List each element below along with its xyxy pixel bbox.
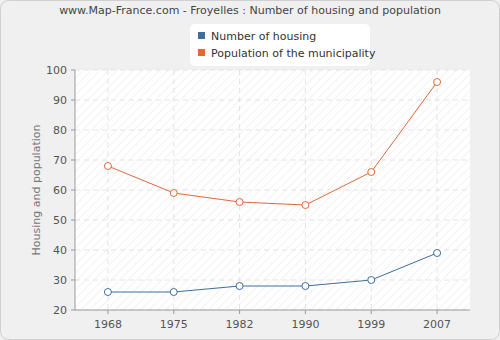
legend-label: Population of the municipality: [211, 47, 376, 60]
tick-mark: [239, 310, 240, 314]
tick-label: 60: [53, 184, 67, 197]
tick-label: 1999: [357, 318, 385, 331]
series-point: [434, 79, 441, 86]
tick-mark: [71, 280, 75, 281]
grid-line: [75, 190, 470, 191]
grid-line: [75, 130, 470, 131]
title: www.Map-France.com - Froyelles : Number …: [59, 4, 441, 17]
series-point: [170, 289, 177, 296]
tick-mark: [71, 160, 75, 161]
series-line: [108, 253, 437, 292]
y-axis: [75, 70, 76, 310]
tick-label: 90: [53, 94, 67, 107]
legend-label: Number of housing: [211, 30, 316, 43]
legend-swatch: [198, 32, 205, 39]
series-point: [170, 190, 177, 197]
tick-label: 70: [53, 154, 67, 167]
plot-area: [75, 70, 470, 310]
tick-mark: [71, 70, 75, 71]
tick-label: 20: [53, 304, 67, 317]
chart: 20 30 40 50 60 70 80 90 100 1968 1975 1982 1990 1999 2…: [0, 0, 500, 340]
tick-label: 1968: [94, 318, 122, 331]
legend-swatch: [198, 49, 205, 56]
grid-line: [75, 100, 470, 101]
tick-label: 50: [53, 214, 67, 227]
series-point: [302, 283, 309, 290]
series-point: [434, 250, 441, 257]
tick-label: 1990: [291, 318, 319, 331]
grid-line: [75, 280, 470, 281]
tick-mark: [107, 310, 108, 314]
tick-mark: [173, 310, 174, 314]
series-point: [236, 199, 243, 206]
tick-mark: [71, 250, 75, 251]
grid-line: [75, 310, 470, 311]
series-point: [104, 163, 111, 170]
tick-label: 2007: [423, 318, 451, 331]
series-point: [368, 169, 375, 176]
background: [1, 1, 500, 340]
series-point: [368, 277, 375, 284]
series-line: [108, 82, 437, 205]
grid-line: [305, 70, 306, 310]
series-group: [104, 79, 440, 296]
series-point: [236, 283, 243, 290]
tick-label: 100: [46, 64, 67, 77]
tick-mark: [71, 220, 75, 221]
chart-container: 20 30 40 50 60 70 80 90 100 1968 1975 1982 1990 1999 2…: [0, 0, 500, 340]
tick-mark: [71, 310, 75, 311]
grid-line: [75, 160, 470, 161]
series-point: [104, 289, 111, 296]
legend: Number of housing Population of the munic…: [190, 24, 376, 66]
tick-label: 40: [53, 244, 67, 257]
grid-line: [371, 70, 372, 310]
legend-box: [190, 24, 370, 66]
grid-line: [75, 250, 470, 251]
plot-hatch: [75, 70, 470, 310]
tick-label: 30: [53, 274, 67, 287]
grid-line: [437, 70, 438, 310]
tick-mark: [71, 190, 75, 191]
grid-line: [239, 70, 240, 310]
grid-line: [107, 70, 108, 310]
tick-label: 1982: [226, 318, 254, 331]
tick-mark: [71, 100, 75, 101]
tick-mark: [371, 310, 372, 314]
grid-line: [75, 220, 470, 221]
grid-line: [75, 70, 470, 71]
tick-label: 80: [53, 124, 67, 137]
y-axis-label: Housing and population: [30, 125, 43, 256]
series-point: [302, 202, 309, 209]
tick-mark: [437, 310, 438, 314]
x-axis: [75, 310, 470, 311]
tick-label: 1975: [160, 318, 188, 331]
tick-mark: [305, 310, 306, 314]
tick-mark: [71, 130, 75, 131]
